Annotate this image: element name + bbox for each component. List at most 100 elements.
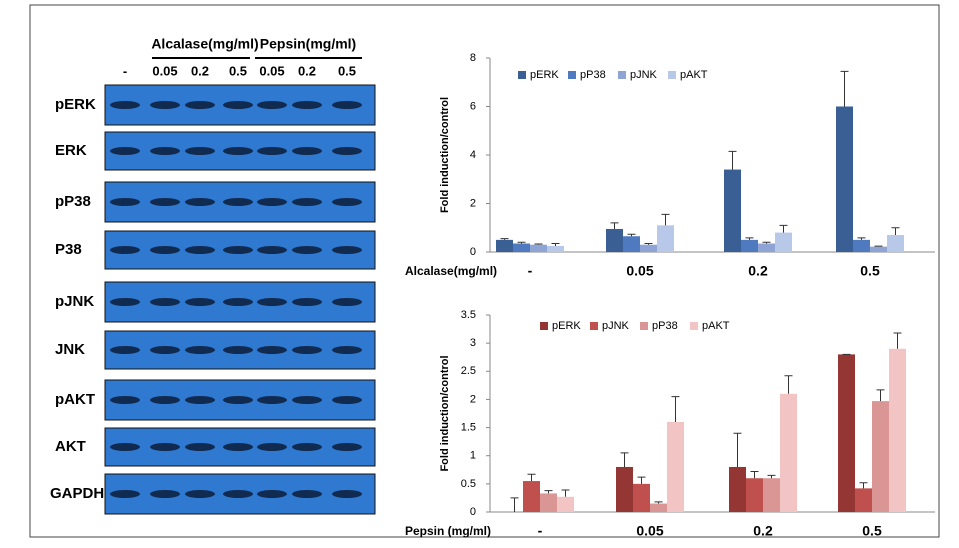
band: [223, 101, 253, 109]
legend-label: pJNK: [630, 69, 658, 81]
x-axis-label: Alcalase(mg/ml): [405, 264, 497, 278]
legend-swatch: [568, 71, 576, 79]
band: [257, 396, 287, 404]
y-tick-label: 2: [470, 393, 476, 405]
band: [110, 198, 140, 206]
x-tick-label: -: [528, 263, 533, 279]
band: [185, 443, 215, 451]
x-tick-label: 0.5: [862, 523, 882, 539]
band: [257, 346, 287, 354]
band: [292, 443, 322, 451]
bar: [889, 349, 906, 512]
error-bar: [662, 214, 670, 225]
error-bar: [729, 151, 737, 169]
error-bar: [638, 477, 646, 484]
legend-swatch: [540, 322, 548, 330]
y-axis-label: Fold induction/control: [439, 97, 451, 213]
error-bar: [751, 471, 759, 478]
band: [110, 346, 140, 354]
band: [292, 198, 322, 206]
error-bar: [746, 238, 754, 240]
error-bar: [511, 498, 519, 512]
bar: [513, 244, 530, 252]
lane-label: 0.2: [298, 63, 316, 78]
band: [223, 198, 253, 206]
band: [150, 298, 180, 306]
bar: [540, 493, 557, 512]
band: [332, 346, 362, 354]
band: [110, 147, 140, 155]
x-tick-label: -: [538, 523, 543, 539]
band: [185, 346, 215, 354]
band: [185, 396, 215, 404]
error-bar: [841, 71, 849, 106]
error-bar: [628, 234, 636, 236]
legend-label: pERK: [530, 69, 559, 81]
band: [292, 490, 322, 498]
band: [292, 396, 322, 404]
band: [150, 198, 180, 206]
lane-label: -: [123, 63, 127, 78]
band: [110, 101, 140, 109]
error-bar: [655, 502, 663, 504]
bar: [640, 245, 657, 252]
y-tick-label: 3.5: [461, 309, 476, 321]
band: [223, 443, 253, 451]
bar: [887, 235, 904, 252]
band: [223, 298, 253, 306]
band: [150, 147, 180, 155]
error-bar: [780, 225, 788, 232]
error-bar: [877, 390, 885, 401]
error-bar: [611, 223, 619, 229]
bar: [853, 240, 870, 252]
band: [292, 101, 322, 109]
x-tick-label: 0.05: [626, 263, 653, 279]
bar: [616, 467, 633, 512]
band: [257, 443, 287, 451]
lane-label: 0.5: [229, 63, 247, 78]
legend-swatch: [668, 71, 676, 79]
y-tick-label: 2.5: [461, 365, 476, 377]
y-tick-label: 0.5: [461, 478, 476, 490]
bar: [530, 245, 547, 252]
error-bar: [860, 483, 868, 489]
y-tick-label: 1.5: [461, 421, 476, 433]
bar: [724, 170, 741, 252]
x-tick-label: 0.5: [860, 263, 880, 279]
error-bar: [545, 491, 553, 494]
bar: [547, 246, 564, 252]
band: [257, 246, 287, 254]
error-bar: [621, 453, 629, 467]
row-label: P38: [55, 241, 82, 258]
band: [292, 246, 322, 254]
legend-swatch: [518, 71, 526, 79]
band: [332, 198, 362, 206]
row-label: pJNK: [55, 293, 94, 310]
legend-label: pERK: [552, 320, 581, 332]
band: [185, 147, 215, 155]
y-axis-label: Fold induction/control: [439, 355, 451, 471]
band: [223, 396, 253, 404]
lane-label: 0.2: [191, 63, 209, 78]
legend-swatch: [640, 322, 648, 330]
band: [257, 147, 287, 155]
band: [332, 490, 362, 498]
y-tick-label: 1: [470, 450, 476, 462]
legend-swatch: [618, 71, 626, 79]
bar: [855, 488, 872, 512]
bar: [633, 484, 650, 512]
band: [292, 298, 322, 306]
lane-label: 0.05: [259, 63, 284, 78]
band: [223, 346, 253, 354]
band: [150, 396, 180, 404]
error-bar: [894, 333, 902, 349]
bar: [667, 422, 684, 512]
band: [332, 101, 362, 109]
error-bar: [734, 433, 742, 467]
error-bar: [768, 475, 776, 478]
y-tick-label: 8: [470, 52, 476, 64]
band: [257, 198, 287, 206]
error-bar: [518, 242, 526, 243]
band: [185, 298, 215, 306]
